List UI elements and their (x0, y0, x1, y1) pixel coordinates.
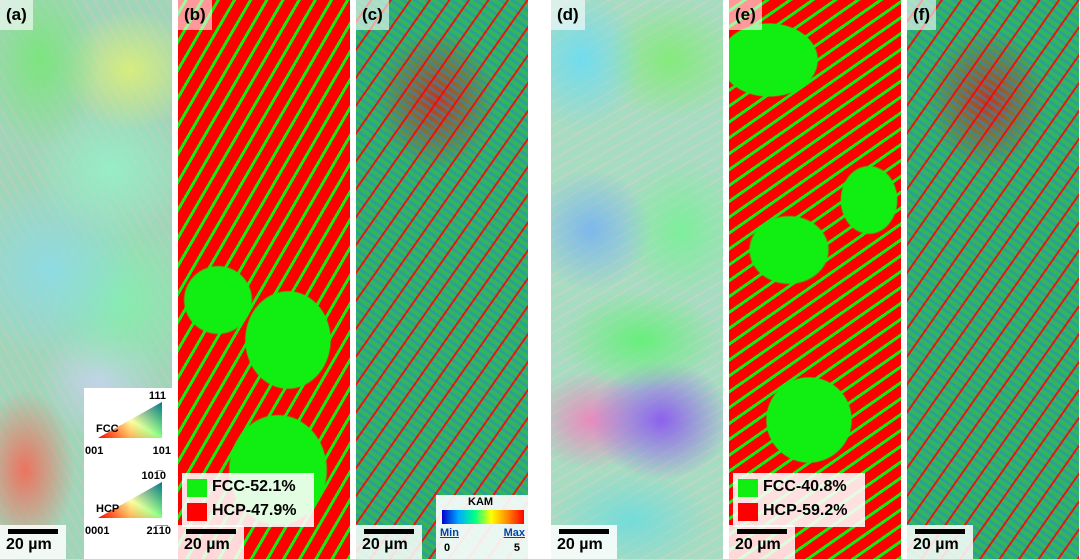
hcp-swatch (187, 503, 207, 521)
hcp-text: HCP-59.2% (763, 502, 848, 519)
phase-legend: FCC-52.1% HCP-47.9% (182, 473, 314, 527)
scale-bar-line (559, 529, 609, 534)
scale-bar-text: 20 µm (913, 536, 959, 553)
map-panel: (c) 20 µm KAM Min Max 0 5 (356, 0, 528, 559)
fcc-text: FCC-40.8% (763, 478, 847, 495)
panel-label: (f) (907, 0, 936, 30)
map-panel: (a) 20 µm 111 FCC 001 101 101̅0 HCP 0001 21̅1̅0 (0, 0, 172, 559)
panel-label: (b) (178, 0, 212, 30)
map-panel: (d) 20 µm (551, 0, 723, 559)
fcc-text: FCC-52.1% (212, 478, 296, 495)
map-panel: (f) 20 µm (907, 0, 1079, 559)
scale-bar-text: 20 µm (557, 536, 603, 553)
scale-bar-line (737, 529, 787, 534)
panel-label: (d) (551, 0, 585, 30)
scale-bar-line (8, 529, 58, 534)
ipf-top: 111 (149, 390, 166, 402)
ipf-top: 101̅0 (142, 470, 166, 482)
kam-max-label: Max (503, 527, 525, 539)
kam-min: 0 (444, 542, 451, 554)
scale-bar-line (364, 529, 414, 534)
kam-min-label: Min (440, 527, 459, 539)
scale-bar-text: 20 µm (362, 536, 408, 553)
kam-colorbar (442, 510, 524, 524)
fcc-swatch (738, 479, 758, 497)
ipf-legend: 111 FCC 001 101 101̅0 HCP 0001 21̅1̅0 (84, 388, 172, 559)
panel-label: (a) (0, 0, 33, 30)
scale-bar-text: 20 µm (6, 536, 52, 553)
ipf-left: 0001 (85, 525, 109, 537)
hcp-swatch (738, 503, 758, 521)
ipf-left: 001 (85, 445, 103, 457)
ipf-name: HCP (96, 503, 119, 515)
ipf-right: 21̅1̅0 (147, 525, 171, 537)
scale-bar: 20 µm (551, 525, 617, 559)
scale-bar-text: 20 µm (184, 536, 230, 553)
ipf-triangle (98, 482, 162, 518)
scale-bar: 20 µm (729, 525, 795, 559)
scale-bar-line (915, 529, 965, 534)
ipf-key: 111 FCC 001 101 101̅0 HCP 0001 21̅1̅0 (85, 390, 171, 537)
panel-label: (c) (356, 0, 389, 30)
panel-label: (e) (729, 0, 762, 30)
ipf-name: FCC (96, 423, 119, 435)
scale-bar: 20 µm (0, 525, 66, 559)
hcp-text: HCP-47.9% (212, 502, 297, 519)
scale-bar-text: 20 µm (735, 536, 781, 553)
kam-title: KAM (468, 496, 494, 508)
ipf-right: 101 (153, 445, 171, 457)
map-panel: (b) 20 µm FCC-52.1% HCP-47.9% (178, 0, 350, 559)
scale-bar-line (186, 529, 236, 534)
scale-bar: 20 µm (907, 525, 973, 559)
kam-legend: KAM Min Max 0 5 (436, 495, 528, 559)
scale-bar: 20 µm (356, 525, 422, 559)
scale-bar: 20 µm (178, 525, 244, 559)
fcc-swatch (187, 479, 207, 497)
phase-legend: FCC-40.8% HCP-59.2% (733, 473, 865, 527)
kam-max: 5 (513, 542, 520, 554)
map-panel: (e) 20 µm FCC-40.8% HCP-59.2% (729, 0, 901, 559)
ipf-triangle (98, 402, 162, 438)
